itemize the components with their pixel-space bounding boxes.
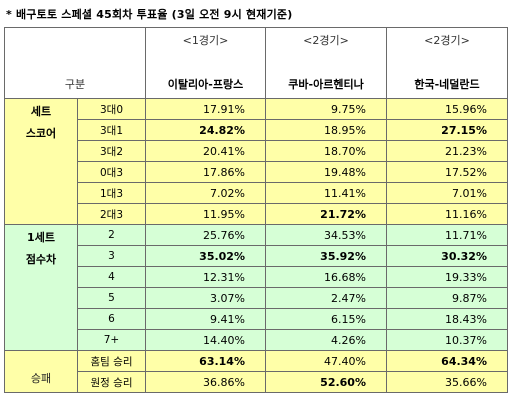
table-row: 4 12.31% 16.68% 19.33% xyxy=(5,266,508,288)
table-row: 5 3.07% 2.47% 9.87% xyxy=(5,287,508,309)
row-sublabel: 1대3 xyxy=(77,182,146,204)
vote-rate-cell: 63.14% xyxy=(145,350,266,372)
gubun-label: 구분 xyxy=(64,78,86,91)
game-1-teams: 이탈리아-프랑스 xyxy=(167,78,244,91)
vote-rate-cell: 35.66% xyxy=(386,371,508,393)
vote-rate-cell: 18.70% xyxy=(265,140,387,162)
table-row: 7+ 14.40% 4.26% 10.37% xyxy=(5,329,508,351)
table-row: 3대1 24.82% 18.95% 27.15% xyxy=(5,119,508,141)
vote-rate-cell: 35.92% xyxy=(265,245,387,267)
vote-rate-cell: 36.86% xyxy=(145,371,266,393)
vote-rate-cell: 7.01% xyxy=(386,182,508,204)
row-sublabel: 2 xyxy=(77,224,146,246)
vote-rate-cell: 21.72% xyxy=(265,203,387,225)
row-sublabel: 5 xyxy=(77,287,146,309)
game-3-label: <2경기> xyxy=(424,34,470,47)
table-row: 세트 스코어 3대0 17.91% 9.75% 15.96% xyxy=(4,98,508,225)
vote-rate-cell: 9.87% xyxy=(386,287,508,309)
vote-rate-cell: 11.16% xyxy=(386,203,508,225)
section-label-line2: 점수차 xyxy=(25,253,57,266)
vote-rate-cell: 24.82% xyxy=(145,119,266,141)
row-sublabel: 3대1 xyxy=(77,119,146,141)
vote-rate-cell: 2.47% xyxy=(265,287,387,309)
section-label-line2: 스코어 xyxy=(25,127,57,140)
vote-rate-cell: 15.96% xyxy=(386,98,508,120)
table-row: 1대3 7.02% 11.41% 7.01% xyxy=(5,182,508,204)
vote-rate-cell: 10.37% xyxy=(386,329,508,351)
row-sublabel: 3 xyxy=(77,245,146,267)
row-sublabel: 0대3 xyxy=(77,161,146,183)
vote-rate-cell: 25.76% xyxy=(145,224,266,246)
vote-rate-cell: 17.52% xyxy=(386,161,508,183)
vote-rate-cell: 11.95% xyxy=(145,203,266,225)
vote-rate-cell: 64.34% xyxy=(386,350,508,372)
game-3-teams-cell: 한국-네덜란드 xyxy=(386,63,508,99)
table-row: 0대3 17.86% 19.48% 17.52% xyxy=(5,161,508,183)
vote-rate-cell: 19.33% xyxy=(386,266,508,288)
section-label: 승패 xyxy=(30,372,52,385)
row-sublabel: 6 xyxy=(77,308,146,330)
vote-rate-cell: 18.43% xyxy=(386,308,508,330)
game-1-header: <1경기> xyxy=(145,27,266,64)
table-row: 6 9.41% 6.15% 18.43% xyxy=(5,308,508,330)
game-2-header: <2경기> xyxy=(265,27,387,64)
row-sublabel: 4 xyxy=(77,266,146,288)
table-row: 3대2 20.41% 18.70% 21.23% xyxy=(5,140,508,162)
gubun-cell: 구분 xyxy=(4,27,146,99)
vote-rate-cell: 9.75% xyxy=(265,98,387,120)
vote-rate-cell: 21.23% xyxy=(386,140,508,162)
game-3-header: <2경기> xyxy=(386,27,508,64)
vote-rate-cell: 17.91% xyxy=(145,98,266,120)
vote-rate-cell: 14.40% xyxy=(145,329,266,351)
row-sublabel: 7+ xyxy=(77,329,146,351)
vote-rate-cell: 34.53% xyxy=(265,224,387,246)
vote-rate-cell: 35.02% xyxy=(145,245,266,267)
game-3-teams: 한국-네덜란드 xyxy=(414,78,480,91)
vote-rate-cell: 11.41% xyxy=(265,182,387,204)
row-sublabel: 3대0 xyxy=(77,98,146,120)
row-sublabel: 원정 승리 xyxy=(77,371,146,393)
vote-rate-cell: 17.86% xyxy=(145,161,266,183)
vote-rate-cell: 11.71% xyxy=(386,224,508,246)
game-2-label: <2경기> xyxy=(303,34,349,47)
header-row: 구분 <1경기> <2경기> <2경기> xyxy=(4,27,508,99)
game-1-teams-cell: 이탈리아-프랑스 xyxy=(145,63,266,99)
table-row: 1세트 점수차 2 25.76% 34.53% 11.71% xyxy=(4,224,508,351)
game-1-label: <1경기> xyxy=(182,34,229,47)
vote-rate-cell: 4.26% xyxy=(265,329,387,351)
row-sublabel: 홈팀 승리 xyxy=(77,350,146,372)
vote-rate-cell: 19.48% xyxy=(265,161,387,183)
section-label-line1: 1세트 xyxy=(27,231,55,244)
win-loss-label-cell: 승패 xyxy=(4,350,78,393)
vote-rate-cell: 3.07% xyxy=(145,287,266,309)
team-row: 이탈리아-프랑스 쿠바-아르헨티나 한국-네덜란드 xyxy=(5,63,508,99)
vote-rate-cell: 52.60% xyxy=(265,371,387,393)
vote-rate-cell: 9.41% xyxy=(145,308,266,330)
vote-rate-cell: 7.02% xyxy=(145,182,266,204)
table-row: 승패 홈팀 승리 63.14% 47.40% 64.34% xyxy=(4,350,508,393)
table-row: 2대3 11.95% 21.72% 11.16% xyxy=(5,203,508,225)
vote-rate-cell: 6.15% xyxy=(265,308,387,330)
vote-rate-cell: 18.95% xyxy=(265,119,387,141)
vote-rate-cell: 16.68% xyxy=(265,266,387,288)
page-title: * 배구토토 스페셜 45회차 투표율 (3일 오전 9시 현재기준) xyxy=(6,8,293,21)
row-sublabel: 2대3 xyxy=(77,203,146,225)
section-label-line1: 세트 xyxy=(30,105,52,118)
game-2-teams-cell: 쿠바-아르헨티나 xyxy=(265,63,387,99)
vote-rate-cell: 30.32% xyxy=(386,245,508,267)
game-2-teams: 쿠바-아르헨티나 xyxy=(288,78,364,91)
table-row: 3 35.02% 35.92% 30.32% xyxy=(5,245,508,267)
table-row: 원정 승리 36.86% 52.60% 35.66% xyxy=(5,371,508,393)
vote-rate-cell: 12.31% xyxy=(145,266,266,288)
vote-rate-cell: 20.41% xyxy=(145,140,266,162)
vote-rate-table: 구분 <1경기> <2경기> <2경기> 이탈리아-프랑스 쿠바-아르헨티나 한… xyxy=(4,27,508,393)
vote-rate-cell: 47.40% xyxy=(265,350,387,372)
vote-rate-cell: 27.15% xyxy=(386,119,508,141)
row-sublabel: 3대2 xyxy=(77,140,146,162)
